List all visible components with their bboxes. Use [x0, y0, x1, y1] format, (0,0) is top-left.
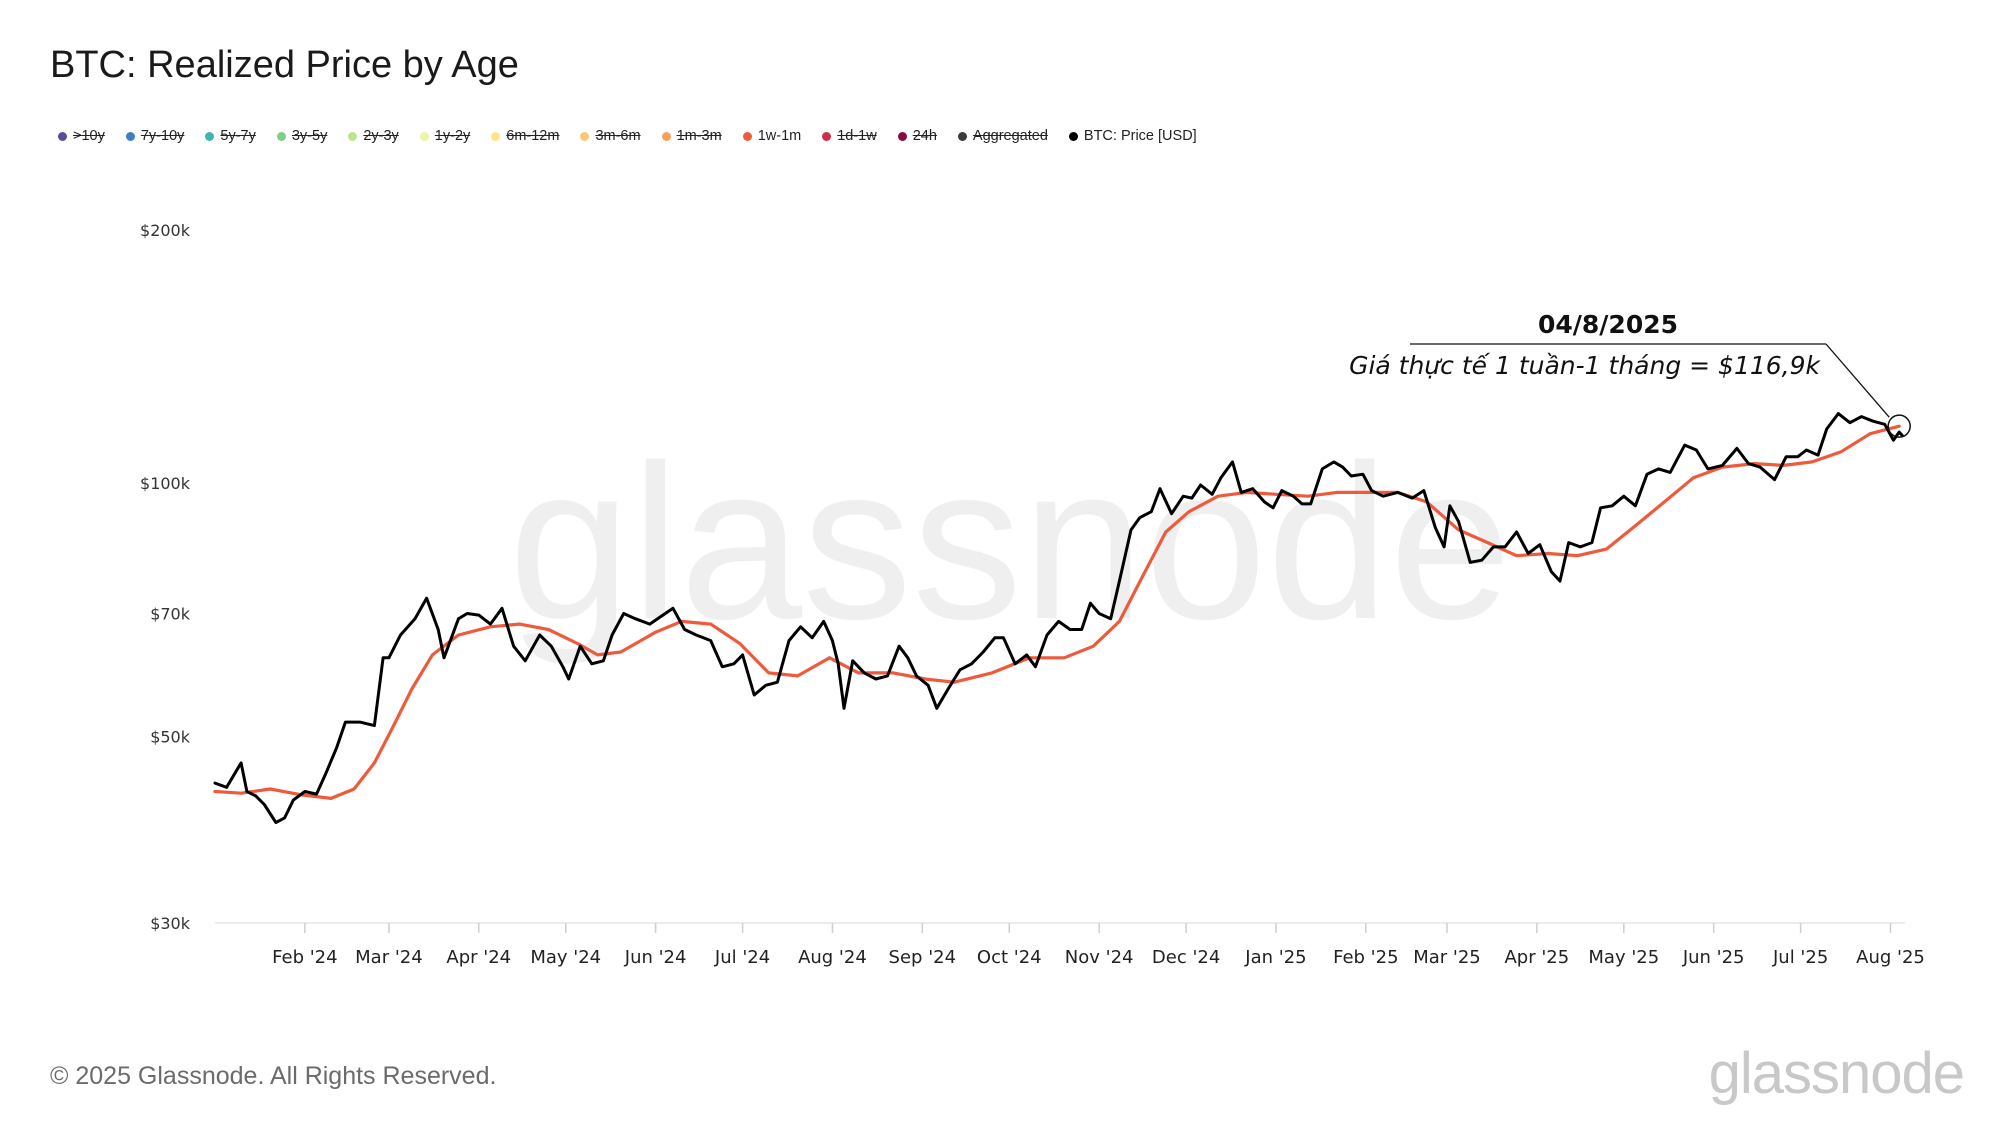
legend-item-3y-5y[interactable]: 3y-5y [276, 128, 328, 144]
legend-label: 3y-5y [291, 128, 328, 144]
x-tick-label: May '25 [1588, 947, 1659, 968]
legend-dot [822, 131, 832, 141]
series-line-btc-price [213, 412, 1904, 824]
x-tick-label: Sep '24 [889, 947, 957, 968]
legend-item-7y-10y[interactable]: 7y-10y [125, 128, 185, 144]
chart-title: BTC: Realized Price by Age [50, 44, 519, 86]
x-tick-label: Aug '24 [798, 947, 867, 968]
series-line-realized-1w-1m [213, 424, 1901, 800]
x-tick-label: Oct '24 [977, 947, 1042, 968]
legend-label: 24h [912, 128, 937, 144]
x-tick-label: Apr '25 [1504, 947, 1569, 968]
annotation-leader-line [1825, 343, 1890, 418]
legend-dot [276, 131, 286, 141]
legend-item-aggregated[interactable]: Aggregated [957, 128, 1048, 144]
legend-dot [491, 131, 501, 141]
x-tick-label: Mar '24 [355, 947, 423, 968]
annotation-text: Giá thực tế 1 tuần-1 tháng = $116,9k [1349, 351, 1821, 380]
legend-dot [1068, 131, 1078, 141]
legend-label: 1w-1m [757, 128, 802, 144]
legend-label: 1y-2y [434, 128, 471, 144]
legend-item-2y-3y[interactable]: 2y-3y [348, 128, 399, 144]
copyright-footer: © 2025 Glassnode. All Rights Reserved. [50, 1062, 497, 1090]
legend-item-24h[interactable]: 24h [897, 128, 937, 144]
legend-item-3m-6m[interactable]: 3m-6m [580, 128, 641, 144]
legend-item-btc-price-usd[interactable]: BTC: Price [USD] [1068, 128, 1197, 144]
legend-label: 1m-3m [676, 128, 722, 144]
legend-label: 3m-6m [595, 128, 641, 144]
legend-dot [580, 131, 590, 141]
y-tick-label: $100k [140, 474, 191, 493]
legend-item-1m-3m[interactable]: 1m-3m [661, 128, 722, 144]
legend-dot [58, 131, 67, 141]
legend-dot [661, 131, 671, 141]
x-tick-label: Apr '24 [446, 947, 511, 968]
legend-item-10y[interactable]: >10y [58, 128, 105, 144]
legend-label: 6m-12m [506, 128, 560, 144]
x-tick-label: Jun '25 [1682, 947, 1745, 968]
x-tick-label: Dec '24 [1152, 947, 1220, 968]
legend-dot [348, 131, 358, 141]
x-tick-label: Jun '24 [624, 947, 687, 968]
watermark: glassnode [509, 419, 1512, 665]
legend-item-6m-12m[interactable]: 6m-12m [491, 128, 559, 144]
legend-item-1w-1m[interactable]: 1w-1m [742, 128, 802, 144]
legend: >10y 7y-10y 5y-7y 3y-5y 2y-3y 1y-2y 6m-12m 3m-6… [58, 128, 1218, 144]
y-axis: $200k $100k $70k $50k $30k [140, 221, 191, 933]
legend-dot [125, 131, 135, 141]
annotation: 04/8/2025 Giá thực tế 1 tuần-1 tháng = $… [1349, 310, 1911, 438]
x-axis: Feb '24 Mar '24 Apr '24 May '24 Jun '24 Jul '… [215, 922, 1925, 968]
legend-label: 7y-10y [140, 128, 185, 144]
annotation-marker [1887, 414, 1911, 438]
x-tick-label: Nov '24 [1065, 947, 1134, 968]
y-tick-label: $200k [140, 221, 191, 240]
legend-dot [897, 131, 907, 141]
annotation-date: 04/8/2025 [1538, 310, 1678, 339]
legend-dot [205, 131, 215, 141]
legend-dot [419, 131, 429, 141]
legend-item-5y-7y[interactable]: 5y-7y [205, 128, 256, 144]
legend-label: 2y-3y [363, 128, 399, 144]
legend-dot [957, 131, 967, 141]
x-tick-label: Mar '25 [1413, 947, 1481, 968]
legend-item-1d-1w[interactable]: 1d-1w [822, 128, 877, 144]
legend-dot [742, 131, 752, 141]
legend-item-1y-2y[interactable]: 1y-2y [419, 128, 471, 144]
legend-label: 1d-1w [837, 128, 877, 144]
legend-label: Aggregated [972, 128, 1048, 144]
y-tick-label: $30k [150, 914, 191, 933]
legend-label: 5y-7y [220, 128, 256, 144]
x-tick-label: Jul '24 [714, 947, 770, 968]
x-tick-label: Jul '25 [1772, 947, 1828, 968]
x-tick-label: May '24 [530, 947, 601, 968]
series-layer [213, 412, 1904, 824]
x-tick-label: Aug '25 [1856, 947, 1925, 968]
y-tick-label: $50k [150, 727, 191, 746]
x-tick-label: Feb '24 [272, 947, 337, 968]
x-tick-label: Feb '25 [1333, 947, 1398, 968]
legend-label: BTC: Price [USD] [1083, 128, 1197, 144]
brand-logo: glassnode [1708, 1041, 1965, 1106]
x-tick-label: Jan '25 [1244, 947, 1306, 968]
legend-label: >10y [73, 128, 105, 144]
y-tick-label: $70k [150, 604, 191, 623]
